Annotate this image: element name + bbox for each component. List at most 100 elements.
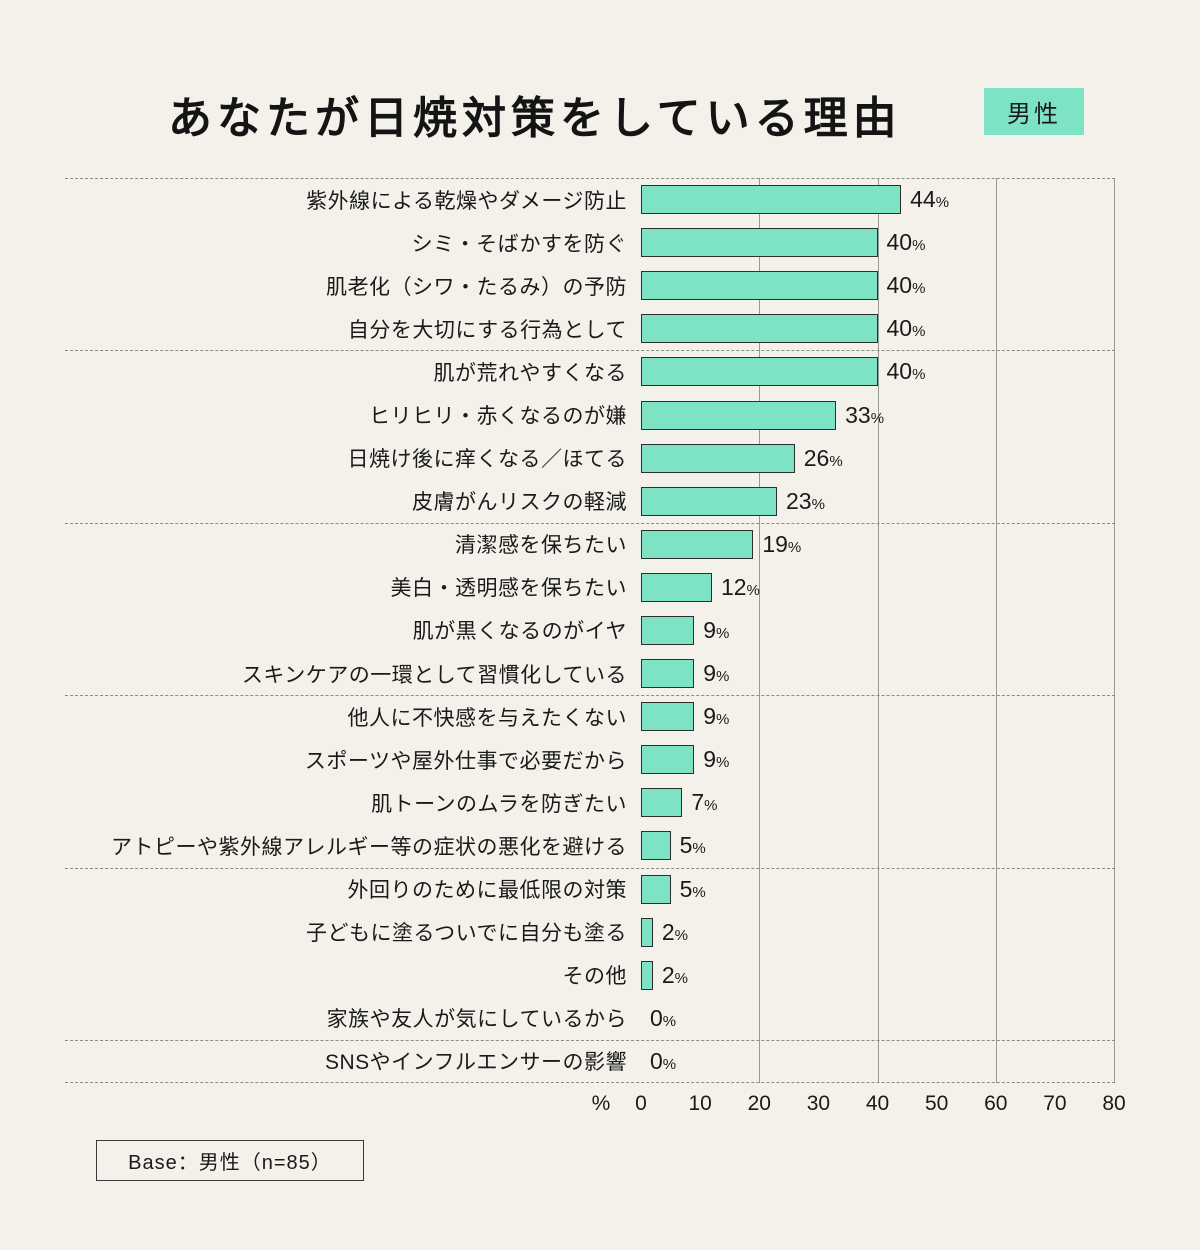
bar-value: 5% [680,832,706,859]
bar-row: 家族や友人が気にしているから 0% [65,997,1115,1040]
bar-label: 肌が荒れやすくなる [433,361,627,385]
bar-value: 23% [786,488,825,515]
group-separator [65,1082,1115,1083]
group-separator [65,867,1115,869]
bar-area: 19% [641,523,1114,566]
gridline [877,178,879,1083]
bar-value: 0% [650,1048,676,1075]
bar-value: 2% [662,962,688,989]
bar-value-number: 9 [703,660,716,687]
bar [641,917,653,947]
bar-value-percent-sign: % [935,194,950,212]
bar-value: 12% [721,574,760,601]
bar-value: 9% [703,617,729,644]
bar-label: 肌が黒くなるのがイヤ [412,620,627,644]
bar-label: 自分を大切にする行為として [347,318,627,342]
bar-value-percent-sign: % [912,280,926,298]
bar-label: 美白・透明感を保ちたい [390,577,627,601]
bar-value: 9% [703,746,729,773]
bar-area: 7% [641,781,1114,824]
bar-label: 他人に不快感を与えたくない [347,706,627,730]
bar-row: 肌トーンのムラを防ぎたい 7% [65,781,1115,824]
bar-value-number: 5 [679,875,693,902]
axis-tick-label: 40 [865,1092,890,1115]
bar-row: 外回りのために最低限の対策 5% [65,868,1115,911]
bar-value-number: 9 [703,746,716,773]
bar-label: アトピーや紫外線アレルギー等の症状の悪化を避ける [111,835,627,859]
bar-label: ヒリヒリ・赤くなるのが嫌 [369,405,627,429]
bar-value-number: 40 [886,358,913,385]
bar-row: 日焼け後に痒くなる／ほてる 26% [65,437,1115,480]
x-axis: % 0 10 20 30 40 50 60 70 80 [65,1092,1126,1124]
bar-label: 外回りのために最低限の対策 [347,879,627,903]
bar [641,831,671,861]
bar-value-number: 2 [661,918,675,945]
bar-value-percent-sign: % [811,495,825,513]
bar-label: 家族や友人が気にしているから [326,1008,627,1032]
bar [641,529,754,559]
bar-value-percent-sign: % [662,1012,677,1030]
base-note-box: Base：男性（n=85） [96,1140,364,1181]
axis-tick-label: 10 [688,1092,712,1115]
bar-value: 2% [662,919,688,946]
bar-value-percent-sign: % [912,237,926,255]
bar-area: 12% [641,566,1114,609]
bar-area: 44% [641,178,1114,221]
axis-unit-label: % [591,1092,611,1115]
bar-value-number: 40 [886,315,913,342]
bar-row: スポーツや屋外仕事で必要だから 9% [65,738,1115,781]
base-note: Base：男性（n=85） [128,1152,332,1174]
bar-value: 9% [703,660,729,687]
bar [641,271,878,301]
bar [641,702,695,732]
bar-value-number: 23 [785,487,812,514]
bar-area: 0% [641,997,1114,1040]
axis-tick-label: 60 [984,1092,1008,1115]
bar-chart: 紫外線による乾燥やダメージ防止 44% シミ・そばかすを防ぐ 40% 肌老化（シ… [65,178,1115,1083]
bar-value: 40% [887,272,926,299]
bar-value-percent-sign: % [692,840,706,858]
bar-value-percent-sign: % [662,1055,677,1073]
bar-value-percent-sign: % [716,711,730,729]
bar-area: 5% [641,868,1114,911]
gridline [759,178,761,1083]
bar-area: 40% [641,264,1114,307]
bar-row: 自分を大切にする行為として 40% [65,307,1115,350]
bar-value-number: 5 [679,832,693,859]
bar-value: 33% [845,402,884,429]
bar-value-percent-sign: % [746,581,760,599]
bar-rows: 紫外線による乾燥やダメージ防止 44% シミ・そばかすを防ぐ 40% 肌老化（シ… [65,178,1115,1083]
bar-value-number: 7 [691,789,705,816]
gridline [1114,178,1115,1083]
axis-tick-label: 80 [1102,1092,1126,1115]
gender-badge: 男性 [984,88,1084,135]
bar-row: アトピーや紫外線アレルギー等の症状の悪化を避ける 5% [65,824,1115,867]
bar-label: 肌老化（シワ・たるみ）の予防 [326,275,627,299]
axis-tick-label: 0 [635,1092,647,1115]
axis-tick-label: 30 [806,1092,831,1115]
bar-value-number: 9 [703,703,716,730]
bar-label: スポーツや屋外仕事で必要だから [304,749,627,773]
bar-value-percent-sign: % [674,926,688,944]
bar-row: 他人に不快感を与えたくない 9% [65,695,1115,738]
bar [641,659,695,689]
bar-area: 40% [641,221,1114,264]
bar-value-number: 9 [703,616,716,643]
bar-row: 肌老化（シワ・たるみ）の予防 40% [65,264,1115,307]
axis-tick-label: 20 [747,1092,771,1115]
bar [641,745,695,775]
bar-area: 9% [641,609,1114,652]
bar-area: 26% [641,437,1114,480]
bar-label: シミ・そばかすを防ぐ [411,232,627,256]
bar-row: 子どもに塗るついでに自分も塗る 2% [65,911,1115,954]
bar-area: 9% [641,695,1114,738]
bar-value: 44% [910,186,949,213]
bar-value-percent-sign: % [829,452,843,470]
bar-area: 5% [641,824,1114,867]
bar-area: 23% [641,480,1114,523]
bar [641,228,878,258]
bar-value-percent-sign: % [787,538,802,556]
bar-value-percent-sign: % [912,366,926,384]
bar-value: 40% [887,315,926,342]
